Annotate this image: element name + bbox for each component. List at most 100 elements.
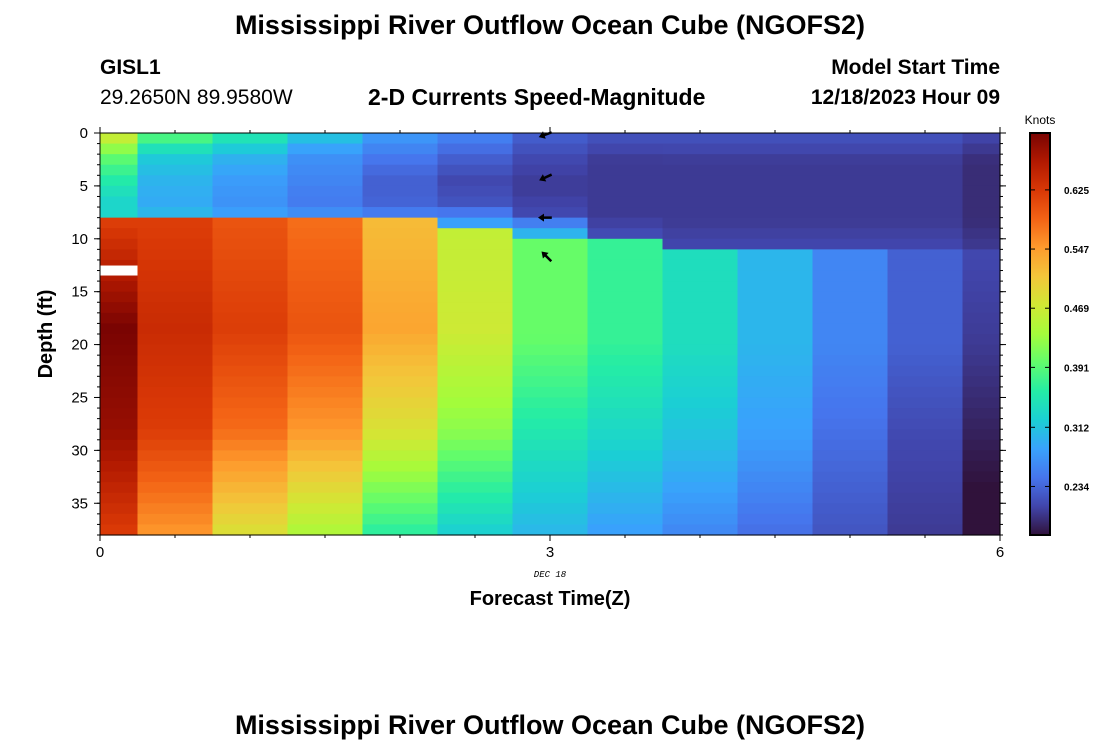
heatmap-cell — [100, 460, 139, 473]
heatmap-cell — [962, 471, 1001, 483]
y-tick-label: 35 — [71, 495, 88, 512]
heatmap-cell — [662, 471, 739, 483]
heatmap-cell — [887, 334, 964, 346]
heatmap-cell — [437, 228, 514, 240]
heatmap-cell — [887, 344, 964, 356]
heatmap-cell — [662, 513, 739, 526]
heatmap-cell — [137, 164, 214, 176]
heatmap-cell — [812, 312, 889, 325]
heatmap-cell — [812, 133, 889, 145]
heatmap-cell — [362, 460, 439, 473]
heatmap-cell — [812, 344, 889, 356]
heatmap-cell — [137, 344, 214, 356]
heatmap-cell — [737, 302, 814, 314]
heatmap-cell — [437, 460, 514, 473]
heatmap-cell — [212, 249, 289, 261]
heatmap-cell — [287, 228, 364, 240]
heatmap-cell — [437, 323, 514, 335]
heatmap-cell — [437, 217, 514, 229]
heatmap-cell — [887, 302, 964, 314]
heatmap-cell — [362, 492, 439, 504]
heatmap-cell — [362, 503, 439, 515]
heatmap-cell — [100, 386, 139, 399]
heatmap-cell — [212, 259, 289, 272]
heatmap-cell — [212, 238, 289, 250]
heatmap-cell — [137, 471, 214, 483]
heatmap-cell — [287, 344, 364, 356]
heatmap-cell — [887, 460, 964, 473]
heatmap-cell — [287, 418, 364, 430]
heatmap-cell — [512, 386, 589, 399]
heatmap-cell — [287, 323, 364, 335]
heatmap-cell — [362, 334, 439, 346]
heatmap-cell — [737, 492, 814, 504]
heatmap-cell — [137, 281, 214, 293]
heatmap-cell — [362, 302, 439, 314]
heatmap-cell — [100, 418, 139, 430]
heatmap-cell — [962, 185, 1001, 198]
heatmap-cell — [362, 185, 439, 198]
heatmap-cell — [287, 429, 364, 441]
heatmap-cell — [737, 154, 814, 166]
heatmap-cell — [887, 154, 964, 166]
heatmap-cell — [137, 450, 214, 462]
heatmap-cell — [100, 249, 139, 261]
heatmap-cell — [137, 249, 214, 261]
heatmap-cell — [887, 503, 964, 515]
y-axis-title: Depth (ft) — [35, 290, 57, 379]
heatmap-cell — [887, 418, 964, 430]
heatmap-cell — [962, 291, 1001, 303]
y-tick-label: 10 — [71, 231, 88, 248]
heatmap-cell — [100, 503, 139, 515]
heatmap-cell — [587, 397, 664, 409]
heatmap-cell — [512, 460, 589, 473]
heatmap-cell — [287, 471, 364, 483]
heatmap-cell — [662, 154, 739, 166]
heatmap-cell — [287, 270, 364, 282]
heatmap-cell — [962, 133, 1001, 145]
heatmap-cell — [812, 154, 889, 166]
heatmap-cell — [962, 429, 1001, 441]
heatmap-cell — [287, 164, 364, 176]
heatmap-cell — [437, 471, 514, 483]
heatmap-cell — [437, 408, 514, 420]
heatmap-cell — [287, 154, 364, 166]
heatmap-cell — [100, 429, 139, 441]
heatmap-cell — [887, 133, 964, 145]
heatmap-cell — [512, 164, 589, 176]
heatmap-cell — [287, 238, 364, 250]
heatmap-cell — [737, 386, 814, 399]
heatmap-cell — [512, 270, 589, 282]
heatmap-cell — [587, 355, 664, 367]
heatmap-cell — [512, 365, 589, 377]
heatmap-cell — [362, 344, 439, 356]
heatmap-cell — [137, 334, 214, 346]
heatmap-cell — [212, 429, 289, 441]
heatmap-cell — [962, 492, 1001, 504]
heatmap-cell — [362, 259, 439, 272]
heatmap-cell — [100, 164, 139, 176]
heatmap-cell — [662, 143, 739, 155]
heatmap-cell — [587, 175, 664, 187]
heatmap-cell — [887, 323, 964, 335]
colorbar-tick-label: 0.625 — [1064, 186, 1089, 197]
heatmap-cell — [437, 429, 514, 441]
heatmap-cell — [287, 334, 364, 346]
heatmap-cell — [512, 133, 589, 145]
heatmap-cell — [437, 334, 514, 346]
heatmap-cell — [962, 503, 1001, 515]
heatmap-cells — [100, 133, 1001, 536]
heatmap-cell — [100, 524, 139, 536]
heatmap-cell — [362, 238, 439, 250]
heatmap-cell — [587, 312, 664, 325]
heatmap-cell — [137, 439, 214, 451]
heatmap-cell — [512, 207, 589, 219]
y-tick-label: 25 — [71, 389, 88, 406]
heatmap-cell — [962, 460, 1001, 473]
heatmap-cell — [587, 291, 664, 303]
heatmap-cell — [812, 238, 889, 250]
heatmap-cell — [100, 439, 139, 451]
heatmap-cell — [812, 482, 889, 494]
heatmap-cell — [437, 344, 514, 356]
chart-subtitle: 2-D Currents Speed-Magnitude — [368, 84, 706, 110]
